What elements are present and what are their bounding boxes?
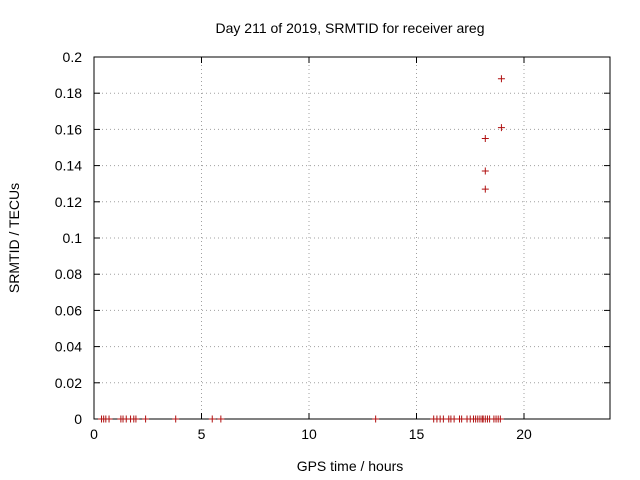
y-tick-label: 0.1 [63,230,83,246]
data-point [208,415,216,423]
y-tick-label: 0.08 [55,266,82,282]
data-point [172,415,180,423]
x-tick-label: 5 [198,426,206,442]
grid [94,57,610,419]
data-point [497,75,505,83]
y-tick-label: 0.14 [55,158,82,174]
x-tick-label: 15 [409,426,425,442]
y-tick-label: 0.12 [55,194,82,210]
data-point [105,415,113,423]
data-point [481,167,489,175]
data-points [98,75,505,423]
data-point [372,415,380,423]
y-tick-label: 0.04 [55,339,82,355]
data-point [481,134,489,142]
data-point [481,185,489,193]
x-tick-label: 20 [516,426,532,442]
data-point [217,415,225,423]
data-point [496,415,504,423]
axis-ticks: 0 5 10 15 20 0 0.02 0.04 0.06 0.08 0.1 0.12 0.14 0.16… [55,49,610,442]
data-point [142,415,150,423]
y-axis-label: SRMTID / TECUs [6,183,22,293]
data-point [497,124,505,132]
y-tick-label: 0 [74,411,82,427]
chart-title: Day 211 of 2019, SRMTID for receiver are… [216,20,485,36]
y-tick-label: 0.18 [55,85,82,101]
y-tick-label: 0.16 [55,121,82,137]
y-tick-label: 0.06 [55,302,82,318]
y-tick-label: 0.2 [63,49,83,65]
data-point [132,415,140,423]
x-tick-label: 0 [90,426,98,442]
x-tick-label: 10 [301,426,317,442]
y-tick-label: 0.02 [55,375,82,391]
plot-frame [93,56,611,420]
x-axis-label: GPS time / hours [297,458,404,474]
